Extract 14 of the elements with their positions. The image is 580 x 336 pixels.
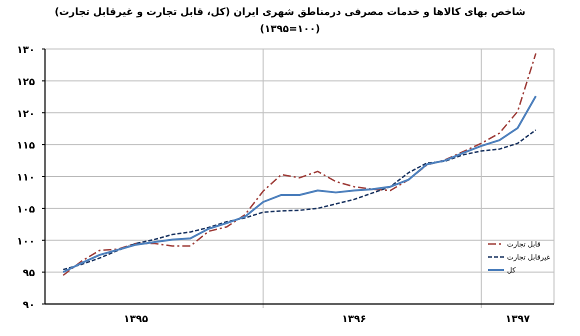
ytick: ۱۰۵ xyxy=(16,204,35,216)
ytick: ۱۱۰ xyxy=(16,172,35,184)
xtick: ۱۳۹۷ xyxy=(505,314,530,325)
ytick: ۹۰ xyxy=(22,300,35,311)
ytick: ۱۲۵ xyxy=(16,76,35,88)
xtick: ۱۳۹۶ xyxy=(342,314,366,325)
ytick: ۱۳۰ xyxy=(16,45,35,56)
xtick: ۱۳۹۵ xyxy=(124,314,148,325)
subtitle: (۱۳۹۵=۱۰۰) xyxy=(260,24,320,35)
title: شاخص بهای کالاها و خدمات مصرفی درمناطق شهری ایران (کل، قابل تجارت و غیرقابل تجارت) xyxy=(54,7,526,18)
ytick: ۱۱۵ xyxy=(16,140,35,152)
ytick: ۱۰۰ xyxy=(16,236,35,248)
ytick: ۹۵ xyxy=(22,268,35,280)
ytick: ۱۲۰ xyxy=(16,108,35,120)
